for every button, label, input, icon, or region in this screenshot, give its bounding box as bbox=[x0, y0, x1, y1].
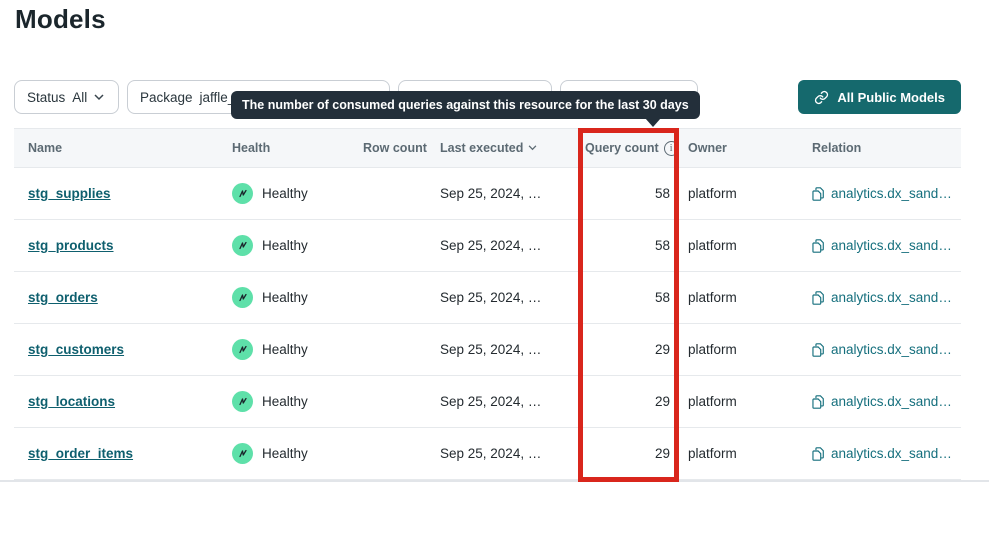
health-label: Healthy bbox=[262, 446, 308, 461]
health-healthy-icon bbox=[232, 391, 253, 412]
status-filter[interactable]: Status All bbox=[14, 80, 119, 114]
query-count-tooltip: The number of consumed queries against t… bbox=[231, 91, 700, 119]
owner-cell: platform bbox=[688, 446, 737, 461]
relation-link[interactable]: analytics.dx_sand… bbox=[812, 238, 952, 253]
health-label: Healthy bbox=[262, 238, 308, 253]
models-table: Name Health Row count Last executed Quer… bbox=[14, 128, 961, 480]
health-healthy-icon bbox=[232, 183, 253, 204]
table-row: stg_order_items Healthy Sep 25, 2024, … … bbox=[14, 428, 961, 480]
table-body: stg_supplies Healthy Sep 25, 2024, … 58 … bbox=[14, 168, 961, 480]
document-copy-icon bbox=[812, 446, 824, 461]
document-copy-icon bbox=[812, 342, 824, 357]
model-name-link[interactable]: stg_locations bbox=[28, 394, 116, 409]
last-executed-cell: Sep 25, 2024, … bbox=[440, 238, 542, 253]
table-row: stg_orders Healthy Sep 25, 2024, … 58 pl… bbox=[14, 272, 961, 324]
bottom-divider bbox=[0, 480, 989, 482]
relation-link[interactable]: analytics.dx_sand… bbox=[812, 186, 952, 201]
model-name-link[interactable]: stg_order_items bbox=[28, 446, 134, 461]
health-label: Healthy bbox=[262, 342, 308, 357]
health-label: Healthy bbox=[262, 186, 308, 201]
tooltip-arrow bbox=[645, 118, 661, 127]
health-healthy-icon bbox=[232, 287, 253, 308]
document-copy-icon bbox=[812, 290, 824, 305]
query-count-cell: 29 bbox=[654, 342, 670, 357]
status-filter-label: Status bbox=[27, 89, 66, 105]
owner-cell: platform bbox=[688, 290, 737, 305]
health-cell: Healthy bbox=[232, 168, 308, 219]
query-count-cell: 58 bbox=[654, 238, 670, 253]
health-cell: Healthy bbox=[232, 324, 308, 375]
column-header-last-executed[interactable]: Last executed bbox=[440, 129, 538, 167]
document-copy-icon bbox=[812, 238, 824, 253]
health-healthy-icon bbox=[232, 443, 253, 464]
query-count-cell: 58 bbox=[654, 186, 670, 201]
relation-link[interactable]: analytics.dx_sand… bbox=[812, 446, 952, 461]
column-header-relation[interactable]: Relation bbox=[812, 141, 862, 155]
last-executed-cell: Sep 25, 2024, … bbox=[440, 290, 542, 305]
owner-cell: platform bbox=[688, 238, 737, 253]
relation-link[interactable]: analytics.dx_sand… bbox=[812, 394, 952, 409]
column-header-row-count[interactable]: Row count bbox=[363, 141, 427, 155]
health-cell: Healthy bbox=[232, 428, 308, 479]
last-executed-cell: Sep 25, 2024, … bbox=[440, 186, 542, 201]
last-executed-label: Last executed bbox=[440, 141, 524, 155]
table-row: stg_products Healthy Sep 25, 2024, … 58 … bbox=[14, 220, 961, 272]
last-executed-cell: Sep 25, 2024, … bbox=[440, 342, 542, 357]
relation-text: analytics.dx_sand… bbox=[831, 186, 952, 201]
column-header-name[interactable]: Name bbox=[28, 141, 63, 155]
model-name-link[interactable]: stg_orders bbox=[28, 290, 98, 305]
health-healthy-icon bbox=[232, 235, 253, 256]
status-filter-value: All bbox=[72, 89, 88, 105]
document-copy-icon bbox=[812, 186, 824, 201]
table-header-row: Name Health Row count Last executed Quer… bbox=[14, 128, 961, 168]
relation-text: analytics.dx_sand… bbox=[831, 290, 952, 305]
package-filter-label: Package bbox=[140, 89, 193, 105]
column-header-query-count[interactable]: Query count i bbox=[585, 129, 679, 167]
document-copy-icon bbox=[812, 394, 824, 409]
query-count-cell: 58 bbox=[654, 290, 670, 305]
sort-chevron-icon bbox=[528, 144, 538, 152]
health-cell: Healthy bbox=[232, 220, 308, 271]
chevron-down-icon bbox=[94, 93, 104, 101]
health-healthy-icon bbox=[232, 339, 253, 360]
link-icon bbox=[814, 90, 829, 105]
package-filter-value: jaffle_ bbox=[199, 89, 236, 105]
owner-cell: platform bbox=[688, 342, 737, 357]
relation-link[interactable]: analytics.dx_sand… bbox=[812, 290, 952, 305]
column-header-owner[interactable]: Owner bbox=[688, 141, 727, 155]
relation-text: analytics.dx_sand… bbox=[831, 394, 952, 409]
health-cell: Healthy bbox=[232, 376, 308, 427]
last-executed-cell: Sep 25, 2024, … bbox=[440, 394, 542, 409]
health-label: Healthy bbox=[262, 394, 308, 409]
last-executed-cell: Sep 25, 2024, … bbox=[440, 446, 542, 461]
relation-text: analytics.dx_sand… bbox=[831, 342, 952, 357]
query-count-cell: 29 bbox=[654, 446, 670, 461]
relation-text: analytics.dx_sand… bbox=[831, 446, 952, 461]
relation-link[interactable]: analytics.dx_sand… bbox=[812, 342, 952, 357]
table-row: stg_locations Healthy Sep 25, 2024, … 29… bbox=[14, 376, 961, 428]
table-row: stg_customers Healthy Sep 25, 2024, … 29… bbox=[14, 324, 961, 376]
owner-cell: platform bbox=[688, 186, 737, 201]
owner-cell: platform bbox=[688, 394, 737, 409]
model-name-link[interactable]: stg_supplies bbox=[28, 186, 111, 201]
relation-text: analytics.dx_sand… bbox=[831, 238, 952, 253]
model-name-link[interactable]: stg_customers bbox=[28, 342, 125, 357]
page-title: Models bbox=[15, 4, 106, 34]
all-public-models-label: All Public Models bbox=[837, 89, 945, 105]
all-public-models-button[interactable]: All Public Models bbox=[798, 80, 961, 114]
health-cell: Healthy bbox=[232, 272, 308, 323]
health-label: Healthy bbox=[262, 290, 308, 305]
query-count-label: Query count bbox=[585, 141, 659, 155]
table-row: stg_supplies Healthy Sep 25, 2024, … 58 … bbox=[14, 168, 961, 220]
query-count-cell: 29 bbox=[654, 394, 670, 409]
column-header-health[interactable]: Health bbox=[232, 141, 271, 155]
model-name-link[interactable]: stg_products bbox=[28, 238, 114, 253]
info-icon[interactable]: i bbox=[663, 140, 679, 156]
